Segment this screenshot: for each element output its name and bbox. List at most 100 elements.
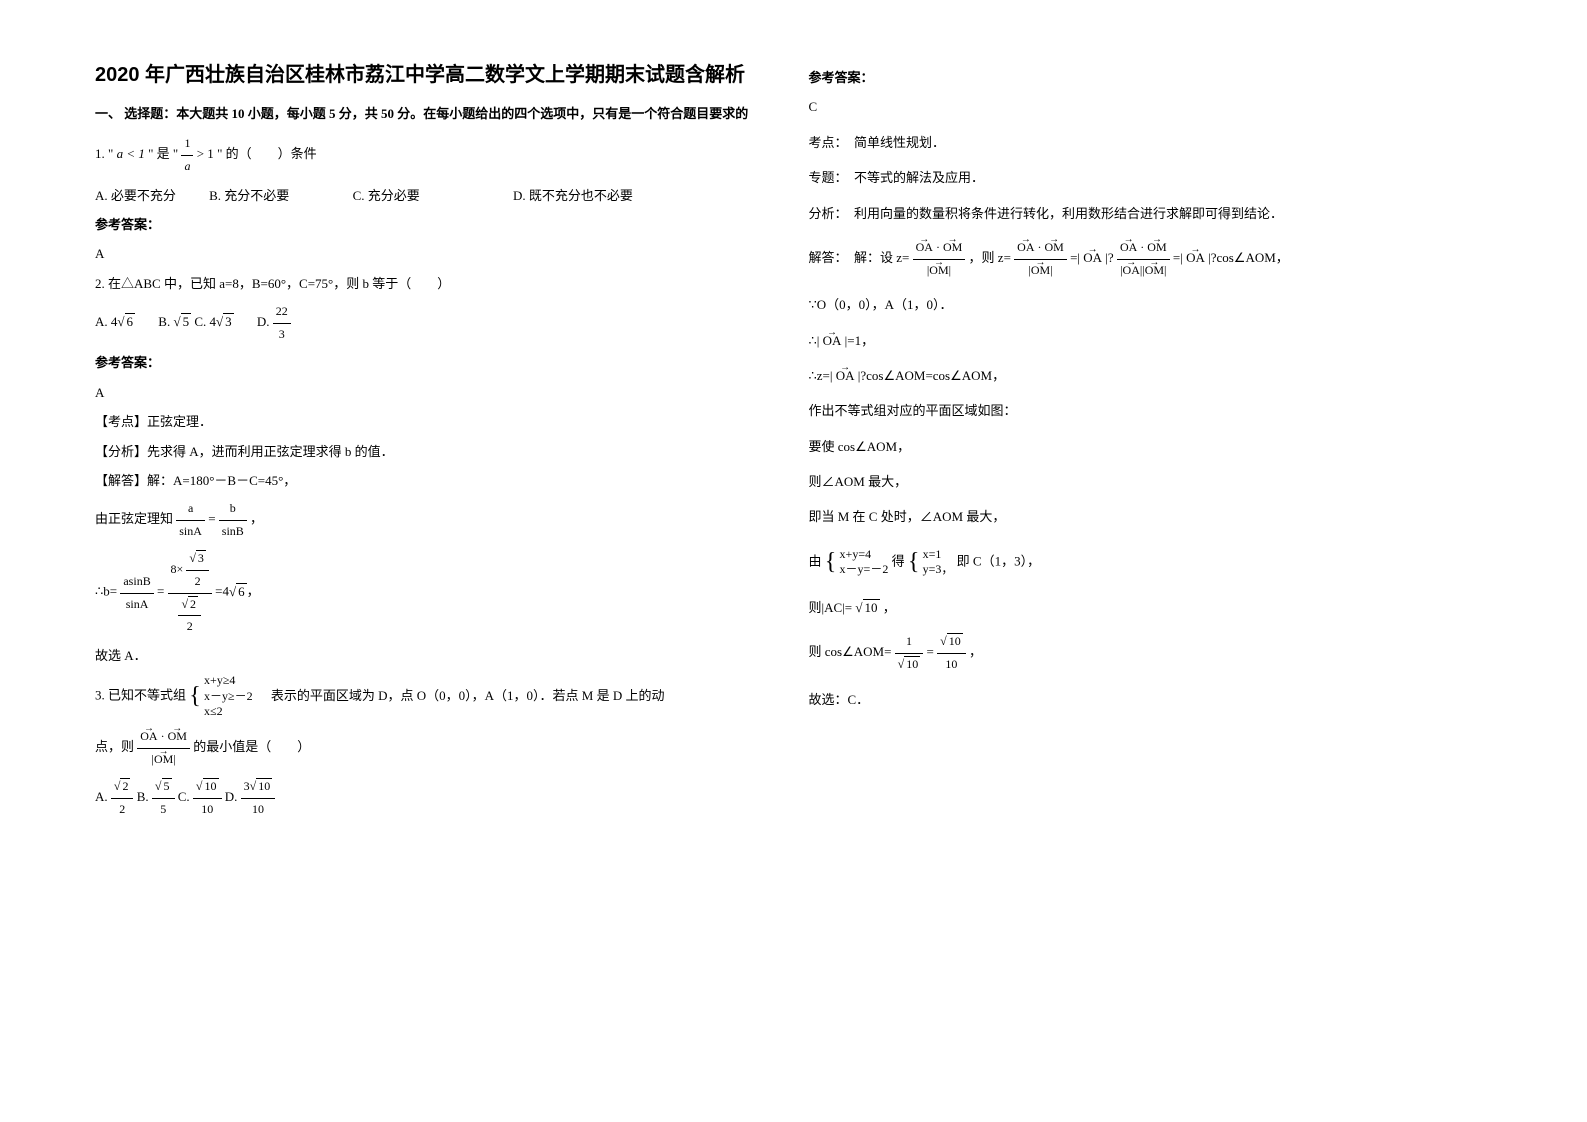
r-sys1-grp: x+y=4 x－y=－2	[840, 547, 889, 578]
q3-mid2: 点，则	[95, 739, 134, 754]
r-z-pre: ∴z=|	[809, 368, 833, 383]
q2-fx: 【分析】先求得 A，进而利用正弦定理求得 b 的值．	[95, 440, 779, 463]
q3-optC-num: 10	[193, 776, 222, 799]
q2-optB-sqrt: 5	[181, 313, 192, 329]
r-cos-frac1: 1 10	[895, 631, 924, 675]
r-max: 则∠AOM 最大，	[809, 470, 1493, 493]
q2-calc-top: 8× 3 2	[168, 548, 212, 593]
r-cos-comma: ，	[969, 645, 982, 660]
r-jd-mid: ，则 z=	[969, 250, 1011, 265]
q1-frac-den: a	[181, 156, 193, 178]
q2-ans: A	[95, 381, 779, 404]
sqrt-icon	[173, 314, 180, 329]
r-ac-end: ，	[883, 600, 896, 615]
q3-mid: 表示的平面区域为 D，点 O（0，0），A（1，0）．若点 M 是 D 上的动	[271, 688, 665, 703]
r-frac1: OA · OM |OM|	[913, 237, 966, 281]
q3-system: x+y≥4 x－y≥－2 x≤2	[204, 673, 253, 720]
q3-optB-sqrt: 5	[162, 778, 172, 793]
q1-ans-label: 参考答案：	[95, 213, 779, 236]
r-sys-end: 即 C（1，3），	[957, 553, 1040, 568]
q2-jd: 【解答】解：A=180°－B－C=45°，	[95, 469, 779, 492]
q3-optD-num: 310	[241, 776, 276, 799]
q3-c2: x－y≥－2	[204, 689, 253, 705]
q2-sinerule: 由正弦定理知 a sinA = b sinB ，	[95, 498, 779, 542]
q2-s3-v: 3	[196, 550, 206, 565]
vec-oa2: OA	[1017, 240, 1034, 254]
q2-sr-sinB: sinB	[219, 521, 247, 543]
vec-oa7: OA	[823, 333, 842, 348]
r-region: 作出不等式组对应的平面区域如图：	[809, 399, 1493, 422]
q2-calc-frac1: asinB sinA	[120, 571, 153, 615]
q3-optA-pre: A.	[95, 789, 111, 804]
q3-optB-den: 5	[152, 799, 175, 821]
vec-oa4: OA	[1120, 240, 1137, 254]
q2-optC-pre: C. 4	[194, 314, 216, 329]
q2-sr-b: b	[219, 498, 247, 521]
q2-optD-num: 22	[273, 301, 291, 324]
q3-c3: x≤2	[204, 704, 253, 720]
q1-options: A. 必要不充分 B. 充分不必要 C. 充分必要 D. 既不充分也不必要	[95, 184, 779, 207]
q2-optA-pre: A. 4	[95, 314, 117, 329]
q2-calc-frac2: 8× 3 2 2 2	[168, 548, 212, 637]
q3-optD-pre: D.	[225, 789, 241, 804]
r-jd-pre: 解答： 解：设 z=	[809, 250, 910, 265]
q2-s2-v: 2	[188, 596, 198, 611]
r-oa1-pre: ∴|	[809, 333, 820, 348]
q2-inner-frac2: 2 2	[178, 594, 201, 638]
vec-om: OM	[943, 240, 962, 254]
r-sys-mid: 得	[892, 553, 905, 568]
q2-optD-den: 3	[273, 324, 291, 346]
q3-pre: 3. 已知不等式组	[95, 688, 186, 703]
q2-s2: 2	[178, 594, 201, 617]
q2-sr-frac1: a sinA	[176, 498, 205, 542]
r-cos-num2: 10	[937, 631, 966, 654]
sqrt-icon	[196, 779, 203, 793]
q1-optC: C. 充分必要	[353, 184, 420, 207]
vec-om6: OM	[1145, 263, 1164, 277]
q1-stem: 1. " a < 1 " 是 " 1 a > 1 " 的（ ）条件	[95, 133, 779, 177]
r-sys-pre: 由	[809, 553, 822, 568]
q3-optC-sqrt: 10	[203, 778, 219, 793]
r-frac3: OA · OM |OA||OM|	[1117, 237, 1170, 281]
r-eq3: =|	[1173, 250, 1183, 265]
vec-om: OM	[168, 729, 187, 743]
q2-optD-frac: 22 3	[273, 301, 291, 345]
q2-kd: 【考点】正弦定理．	[95, 410, 779, 433]
right-column: 参考答案： C 考点： 简单线性规划． 专题： 不等式的解法及应用． 分析： 利…	[794, 60, 1508, 1062]
q2-res-pre: =4	[215, 584, 229, 599]
q1-optD: D. 既不充分也不必要	[513, 184, 633, 207]
r-qmid: |?	[1105, 250, 1113, 265]
vec-om2: OM	[929, 263, 948, 277]
r-dot2: ·	[1038, 240, 1042, 254]
q3-optA-num: 2	[111, 776, 134, 799]
r-ac-sqrt: 10	[863, 599, 880, 615]
q3-optB-num: 5	[152, 776, 175, 799]
q1-cond1: a < 1	[117, 146, 145, 161]
r-mc: 即当 M 在 C 处时，∠AOM 最大，	[809, 505, 1493, 528]
q2-calc-num1: asinB	[120, 571, 153, 594]
vec-oa3: OA	[1083, 250, 1102, 265]
q2-s3: 3	[186, 548, 209, 571]
r-o: ∵O（0，0），A（1，0）．	[809, 293, 1493, 316]
q2-sr-a: a	[176, 498, 205, 521]
q1-gt: > 1	[197, 146, 214, 161]
vec-oa: OA	[140, 729, 157, 743]
r-jd: 解答： 解：设 z= OA · OM |OM| ，则 z= OA · OM |O…	[809, 237, 1493, 281]
q2-calc-pre: ∴b=	[95, 584, 117, 599]
r-cos: 要使 cos∠AOM，	[809, 435, 1493, 458]
r-sys: 由 x+y=4 x－y=－2 得 x=1 y=3， 即 C（1，3），	[809, 541, 1493, 584]
q2-inner-frac1: 3 2	[186, 548, 209, 592]
r-cosval: 则 cos∠AOM= 1 10 = 10 10 ，	[809, 631, 1493, 675]
r-final: 故选：C．	[809, 688, 1493, 711]
q2-calc-eq: =	[157, 584, 168, 599]
r-frac2: OA · OM |OM|	[1014, 237, 1067, 281]
q2-optA-sqrt: 6	[125, 313, 136, 329]
q3-optD-sqrt: 10	[256, 778, 272, 793]
r-ans-label: 参考答案：	[809, 66, 1493, 89]
q2-calc-comma: ，	[247, 584, 260, 599]
r-sys1: x+y=4	[840, 547, 889, 563]
r-fx: 分析： 利用向量的数量积将条件进行转化，利用数形结合进行求解即可得到结论．	[809, 202, 1493, 225]
q3-suffix: 的最小值是（ ）	[193, 739, 310, 754]
vec-om3: OM	[1045, 240, 1064, 254]
brace-icon	[908, 553, 920, 568]
